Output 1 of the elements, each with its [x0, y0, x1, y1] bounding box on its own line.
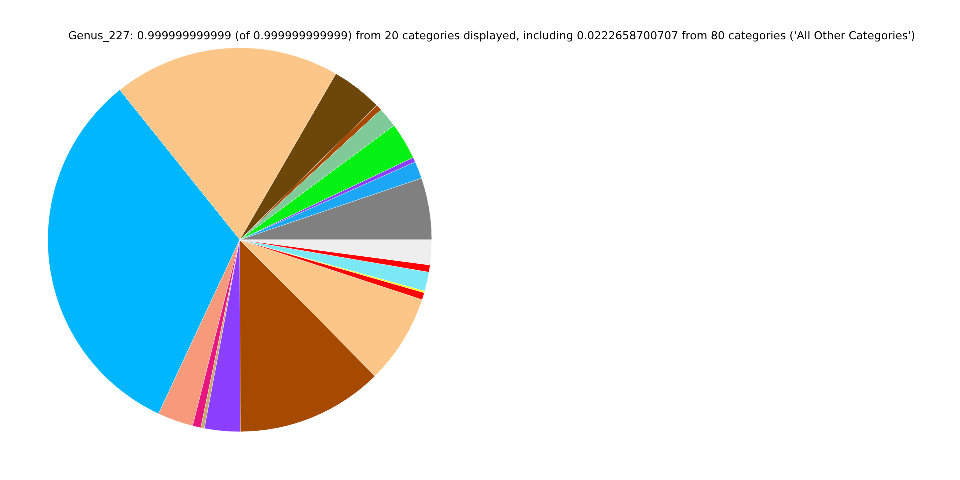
text: Genus_227: 0.999999999999 (of 0.999999999999) from 20 categories displayed, including 0.0222658700707 from 80 categories ('All Other Categories'): [68, 29, 916, 42]
